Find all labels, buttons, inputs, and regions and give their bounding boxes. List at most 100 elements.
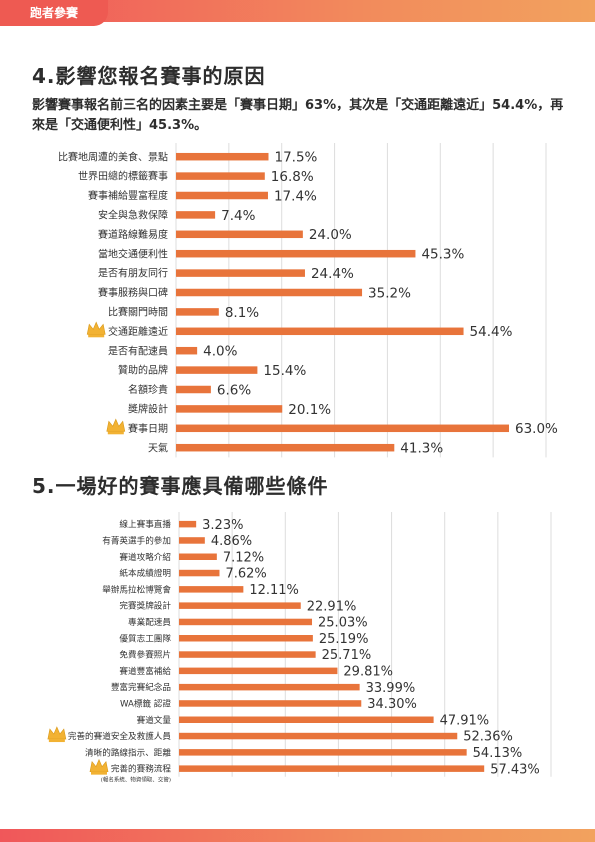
bar: [179, 749, 467, 756]
value-label: 6.6%: [217, 382, 251, 398]
category-label: 安全與急救保障: [98, 209, 168, 222]
chart-conditions: 線上賽事直播 3.23% 有菁英選手的參加 4.86% 賽道攻略介紹 7.12% 紙本成績證…: [47, 512, 552, 783]
chart-reasons: 比賽地周遭的美食、景點 17.5% 世界田總的標籤賽事 16.8% 賽事補給豐富程度 17…: [58, 143, 558, 458]
category-label: 賽道路線難易度: [98, 228, 168, 241]
bar: [179, 732, 458, 740]
category-label: 賽道文量: [137, 714, 172, 726]
category-label: 賽道攻略介紹: [119, 551, 171, 563]
value-label: 3.23%: [202, 518, 243, 533]
section-4-title: 4.影響您報名賽事的原因: [32, 64, 266, 88]
bar: [176, 152, 269, 161]
category-label: 世界田總的標籤賽事: [78, 170, 168, 183]
bar: [176, 405, 283, 413]
category-label: 賽事日期: [128, 422, 168, 435]
value-label: 25.71%: [322, 648, 372, 663]
category-label: 紙本成績證明: [119, 567, 171, 579]
section-4-summary: 影響賽事報名前三名的因素主要是「賽事日期」63%，其次是「交通距離遠近」54.4…: [32, 98, 564, 133]
bar: [179, 602, 301, 609]
bar: [179, 520, 197, 528]
bar: [179, 553, 217, 560]
value-label: 16.8%: [271, 169, 314, 185]
value-label: 25.19%: [319, 632, 369, 647]
value-label: 4.86%: [211, 534, 252, 549]
bar: [179, 635, 313, 642]
bar: [176, 385, 211, 394]
value-label: 17.5%: [275, 150, 318, 166]
crown-icon: [89, 758, 109, 775]
category-label: 贊助的品牌: [118, 364, 168, 377]
category-label: 天氣: [148, 441, 168, 454]
value-label: 8.1%: [225, 305, 259, 321]
value-label: 7.12%: [223, 550, 264, 565]
category-label: 比賽地周遭的美食、景點: [58, 150, 168, 163]
category-label: 是否有朋友同行: [98, 267, 168, 280]
category-label: 豐富完賽紀念品: [111, 681, 171, 693]
value-label: 25.03%: [318, 616, 368, 631]
category-label: 舉辦馬拉松博覽會: [102, 583, 171, 595]
header-tab: 跑者參賽: [0, 0, 108, 26]
value-label: 35.2%: [368, 285, 411, 301]
bar: [179, 683, 360, 691]
value-label: 63.0%: [515, 421, 558, 437]
crown-icon: [47, 726, 67, 743]
value-label: 47.91%: [440, 713, 490, 728]
value-label: 29.81%: [343, 665, 393, 680]
bar: [176, 327, 464, 336]
bar: [176, 366, 258, 374]
crown-icon: [106, 418, 126, 435]
bar: [176, 191, 268, 200]
category-label: 完善的賽道安全及救護人員: [68, 730, 172, 742]
value-label: 54.4%: [470, 324, 513, 340]
bar: [176, 346, 198, 355]
bar: [176, 308, 219, 316]
value-label: 33.99%: [366, 681, 416, 696]
crown-icon: [86, 321, 106, 338]
bar: [179, 651, 316, 658]
bar: [176, 172, 265, 180]
category-label: 清晰的路線指示、距離: [85, 746, 171, 758]
bar: [179, 667, 338, 675]
category-label: 賽事補給豐富程度: [88, 189, 168, 202]
bar: [176, 211, 216, 219]
category-label: 交通距離遠近: [108, 325, 168, 338]
bar: [179, 765, 485, 772]
category-label: WA標籤 認證: [120, 698, 171, 710]
category-label: 完善的賽務流程: [111, 763, 172, 775]
value-label: 41.3%: [400, 441, 443, 457]
value-label: 12.11%: [249, 583, 299, 598]
category-label: 賽道豐富補給: [119, 665, 171, 677]
value-label: 24.0%: [309, 227, 352, 243]
category-label: 比賽關門時間: [108, 306, 168, 319]
bar: [179, 700, 362, 707]
footer-bar: [0, 829, 595, 842]
category-label: 賽事服務與口碑: [98, 286, 168, 299]
category-label: 線上賽事直播: [119, 518, 171, 530]
bar: [179, 716, 434, 723]
bar: [176, 269, 305, 277]
value-label: 4.0%: [203, 344, 237, 360]
category-label: 是否有配速員: [108, 344, 168, 357]
value-label: 45.3%: [421, 247, 464, 263]
bar: [176, 443, 395, 452]
bar: [179, 537, 205, 544]
value-label: 7.62%: [225, 567, 266, 582]
category-label: 優質志工團隊: [119, 632, 171, 644]
value-label: 52.36%: [463, 730, 513, 745]
value-label: 54.13%: [473, 746, 523, 761]
section-5-title: 5.一場好的賽事應具備哪些條件: [32, 474, 329, 498]
category-label: 完賽獎牌設計: [119, 600, 171, 612]
bar: [179, 618, 313, 626]
category-label: 專業配速員: [128, 616, 171, 628]
bar: [176, 288, 363, 297]
bar: [179, 586, 244, 593]
category-label: 免費參賽照片: [119, 649, 171, 661]
value-label: 22.91%: [307, 599, 357, 614]
category-label: 當地交通便利性: [98, 247, 168, 260]
bar: [176, 249, 416, 258]
value-label: 17.4%: [274, 188, 317, 204]
category-label: 有菁英選手的參加: [102, 535, 171, 547]
bar: [179, 569, 220, 577]
value-label: 20.1%: [288, 402, 331, 418]
value-label: 7.4%: [221, 208, 255, 224]
value-label: 15.4%: [263, 363, 306, 379]
